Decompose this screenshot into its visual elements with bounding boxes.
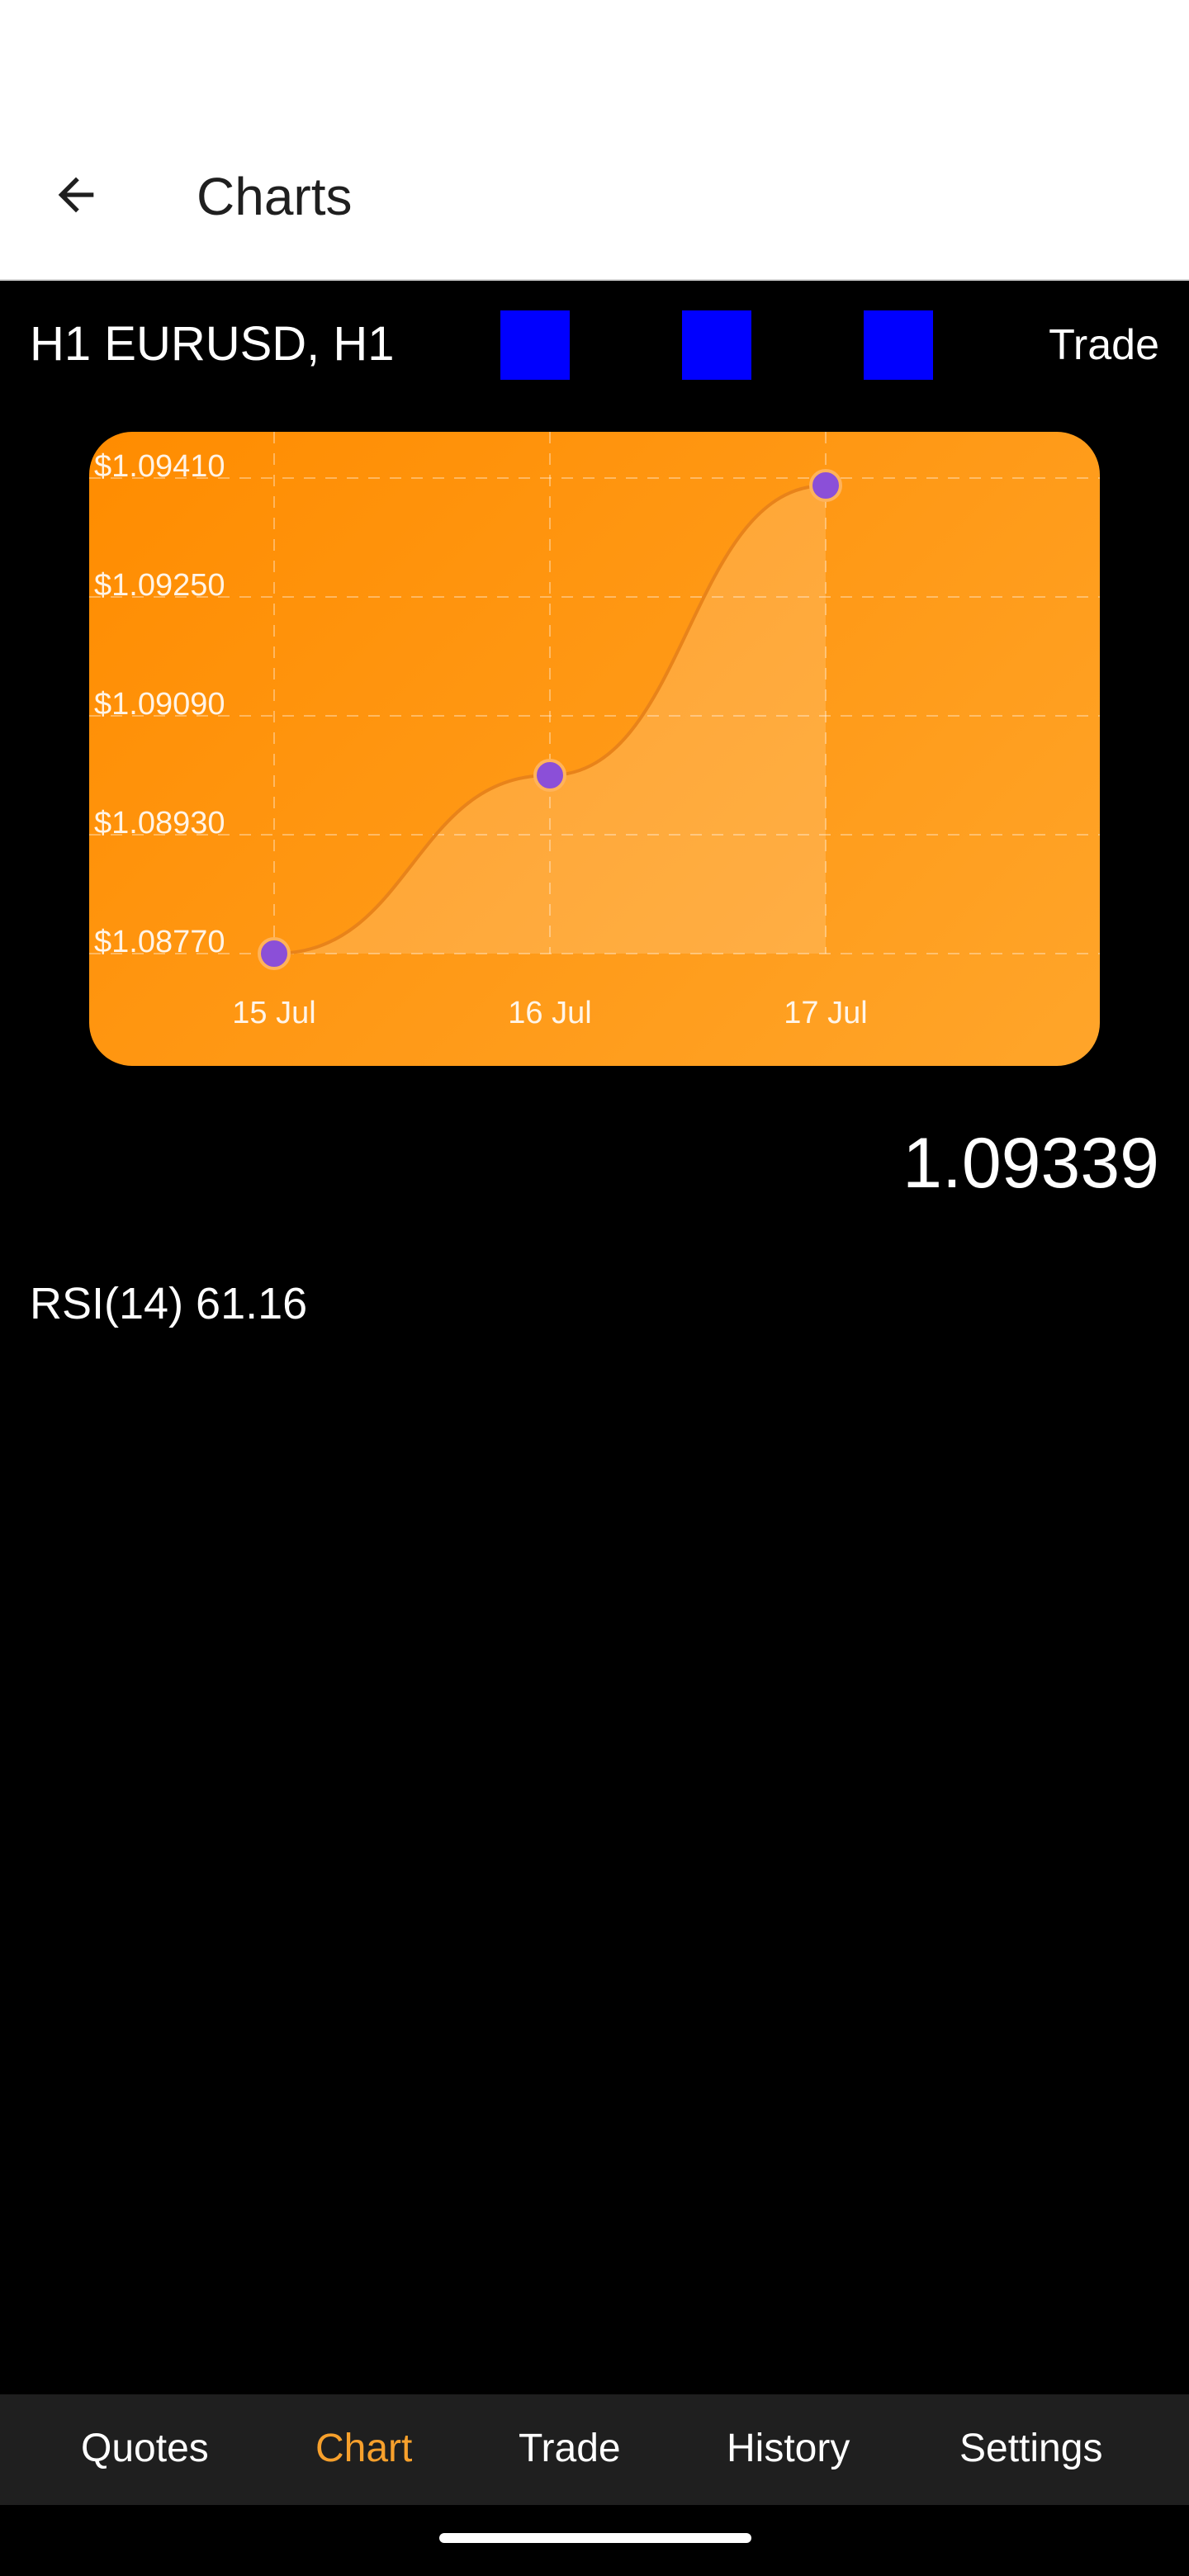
x-tick-label: 17 Jul xyxy=(784,996,867,1030)
arrow-left-icon xyxy=(58,177,94,213)
chart-tool-button-2[interactable] xyxy=(682,310,751,380)
y-tick-label: $1.08770 xyxy=(94,925,225,959)
series-area xyxy=(274,485,826,954)
trade-button[interactable]: Trade xyxy=(1049,321,1159,369)
current-price: 1.09339 xyxy=(902,1124,1159,1203)
status-bar xyxy=(0,0,1189,116)
rsi-indicator: RSI(14) 61.16 xyxy=(30,1279,308,1328)
nav-item-history[interactable]: History xyxy=(727,2427,850,2470)
x-tick-label: 15 Jul xyxy=(232,996,315,1030)
price-chart-svg: $1.09410 $1.09250 $1.09090 $1.08930 $1.08770… xyxy=(89,432,1100,1030)
chart-tool-button-3[interactable] xyxy=(864,310,933,380)
data-point xyxy=(258,937,291,970)
x-tick-label: 16 Jul xyxy=(508,996,591,1030)
symbol-timeframe-label: H1 EURUSD, H1 xyxy=(30,317,395,371)
data-point xyxy=(809,469,842,502)
data-point xyxy=(533,759,566,792)
nav-item-settings[interactable]: Settings xyxy=(959,2427,1103,2470)
chart-tool-button-1[interactable] xyxy=(500,310,570,380)
app-bar: Charts xyxy=(0,116,1189,281)
nav-item-chart[interactable]: Chart xyxy=(315,2427,413,2470)
y-tick-label: $1.08930 xyxy=(94,806,225,841)
y-tick-label: $1.09090 xyxy=(94,687,225,722)
gesture-handle xyxy=(439,2533,751,2543)
price-chart: $1.09410 $1.09250 $1.09090 $1.08930 $1.08770… xyxy=(89,432,1100,1066)
nav-item-quotes[interactable]: Quotes xyxy=(81,2427,209,2470)
bottom-navigation: Quotes Chart Trade History Settings xyxy=(0,2394,1189,2505)
back-button[interactable] xyxy=(30,149,122,241)
chart-toolbar: H1 EURUSD, H1 Trade xyxy=(0,282,1189,406)
page-title: Charts xyxy=(197,167,353,226)
y-tick-label: $1.09410 xyxy=(94,449,225,484)
nav-item-trade[interactable]: Trade xyxy=(519,2427,621,2470)
y-tick-label: $1.09250 xyxy=(94,568,225,603)
